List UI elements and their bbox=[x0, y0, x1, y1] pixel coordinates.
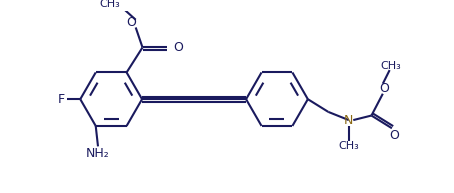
Text: F: F bbox=[58, 93, 65, 106]
Text: O: O bbox=[173, 41, 183, 54]
Text: O: O bbox=[379, 82, 389, 95]
Text: N: N bbox=[344, 114, 353, 127]
Text: CH₃: CH₃ bbox=[99, 0, 120, 9]
Text: O: O bbox=[126, 16, 136, 29]
Text: CH₃: CH₃ bbox=[380, 61, 401, 71]
Text: O: O bbox=[389, 129, 399, 142]
Text: NH₂: NH₂ bbox=[86, 147, 110, 160]
Text: CH₃: CH₃ bbox=[338, 141, 359, 152]
